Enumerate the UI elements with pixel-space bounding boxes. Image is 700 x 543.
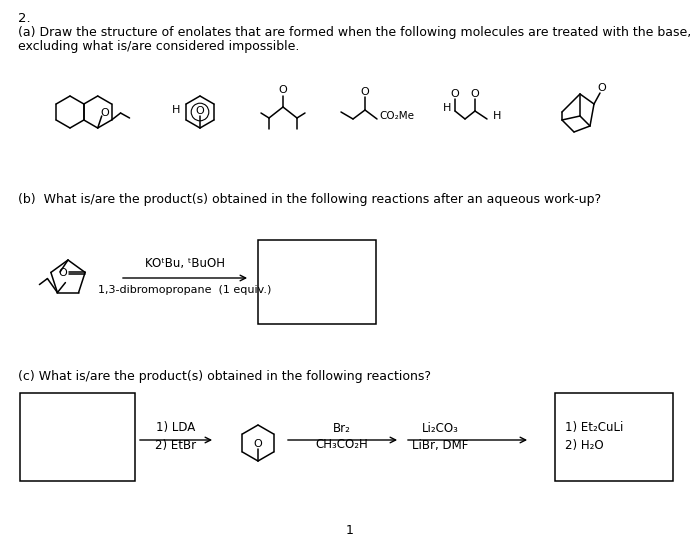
Text: 2) EtBr: 2) EtBr bbox=[155, 439, 197, 451]
Text: O: O bbox=[195, 106, 204, 116]
Text: 1: 1 bbox=[346, 523, 354, 536]
Text: O: O bbox=[59, 268, 67, 279]
Text: (b)  What is/are the product(s) obtained in the following reactions after an aqu: (b) What is/are the product(s) obtained … bbox=[18, 193, 601, 206]
Text: O: O bbox=[360, 87, 370, 97]
Text: H: H bbox=[443, 103, 452, 113]
Bar bbox=[555, 393, 673, 481]
Text: excluding what is/are considered impossible.: excluding what is/are considered impossi… bbox=[18, 40, 300, 53]
Text: H: H bbox=[172, 105, 180, 115]
Text: (c) What is/are the product(s) obtained in the following reactions?: (c) What is/are the product(s) obtained … bbox=[18, 370, 431, 383]
Text: O: O bbox=[253, 439, 262, 449]
Text: 1,3-dibromopropane  (1 equiv.): 1,3-dibromopropane (1 equiv.) bbox=[98, 285, 272, 295]
Text: Li₂CO₃: Li₂CO₃ bbox=[421, 421, 458, 434]
Text: 1) LDA: 1) LDA bbox=[156, 421, 195, 434]
Text: Br₂: Br₂ bbox=[333, 421, 351, 434]
Text: KOᵗBu, ᵗBuOH: KOᵗBu, ᵗBuOH bbox=[145, 257, 225, 270]
Text: CH₃CO₂H: CH₃CO₂H bbox=[316, 439, 368, 451]
Text: (a) Draw the structure of enolates that are formed when the following molecules : (a) Draw the structure of enolates that … bbox=[18, 26, 692, 39]
Bar bbox=[20, 393, 135, 481]
Text: O: O bbox=[279, 85, 288, 95]
Text: 2.: 2. bbox=[18, 12, 31, 25]
Text: O: O bbox=[451, 89, 459, 99]
Text: O: O bbox=[598, 83, 606, 93]
Text: CO₂Me: CO₂Me bbox=[379, 111, 414, 121]
Bar bbox=[258, 240, 376, 324]
Text: LiBr, DMF: LiBr, DMF bbox=[412, 439, 468, 451]
Text: O: O bbox=[100, 108, 109, 118]
Text: 1) Et₂CuLi: 1) Et₂CuLi bbox=[565, 421, 624, 434]
Text: 2) H₂O: 2) H₂O bbox=[565, 439, 603, 451]
Text: O: O bbox=[470, 89, 480, 99]
Text: H: H bbox=[493, 111, 501, 121]
